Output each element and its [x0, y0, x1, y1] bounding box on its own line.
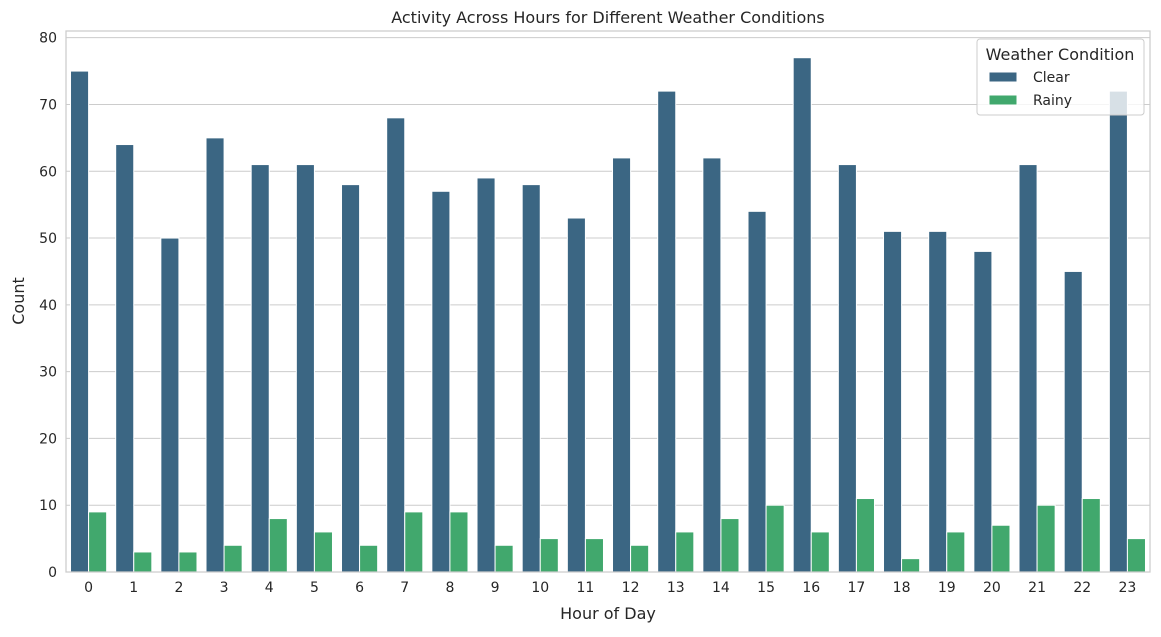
- x-tick-label: 5: [310, 580, 319, 596]
- x-tick-label: 0: [84, 580, 93, 596]
- x-tick-label: 13: [667, 580, 685, 596]
- x-tick-label: 8: [445, 580, 454, 596]
- x-tick-label: 17: [848, 580, 866, 596]
- legend-label-clear: Clear: [1033, 70, 1070, 86]
- x-tick-label: 23: [1119, 580, 1137, 596]
- bar-rainy-4: [268, 518, 288, 573]
- bar-rainy-0: [88, 511, 108, 573]
- bar-rainy-7: [404, 511, 424, 573]
- x-tick-label: 6: [355, 580, 364, 596]
- legend-swatch-rainy: [988, 94, 1018, 106]
- y-tick-label: 70: [39, 97, 57, 113]
- chart-title: Activity Across Hours for Different Weat…: [391, 8, 825, 27]
- bar-clear-18: [883, 230, 903, 573]
- plot-frame: [65, 30, 1151, 573]
- bar-rainy-14: [720, 518, 740, 573]
- x-tick-label: 22: [1073, 580, 1091, 596]
- x-tick-label: 18: [893, 580, 911, 596]
- bar-rainy-10: [539, 538, 559, 573]
- x-tick-label: 14: [712, 580, 730, 596]
- x-tick-label: 1: [129, 580, 138, 596]
- y-tick-label: 50: [39, 231, 57, 247]
- bar-rainy-11: [584, 538, 604, 573]
- bar-rainy-17: [855, 498, 875, 573]
- x-tick-label: 19: [938, 580, 956, 596]
- y-tick-label: 20: [39, 431, 57, 447]
- y-tick-label: 40: [39, 298, 57, 314]
- y-tick-label: 80: [39, 31, 57, 47]
- x-tick-label: 15: [757, 580, 775, 596]
- bar-clear-19: [928, 230, 948, 573]
- bar-clear-8: [431, 190, 451, 573]
- x-tick-label: 2: [174, 580, 183, 596]
- bar-clear-6: [341, 184, 361, 573]
- bar-clear-1: [115, 144, 135, 573]
- bar-rainy-5: [313, 531, 333, 573]
- bar-clear-5: [295, 164, 315, 573]
- x-tick-label: 9: [491, 580, 500, 596]
- bar-clear-15: [747, 210, 767, 573]
- bar-clear-9: [476, 177, 496, 573]
- bar-clear-3: [205, 137, 225, 573]
- bar-clear-7: [386, 117, 406, 573]
- bar-rainy-18: [901, 558, 921, 573]
- bar-rainy-2: [178, 551, 198, 573]
- legend-swatch-clear: [988, 71, 1018, 83]
- bar-rainy-8: [449, 511, 469, 573]
- bar-rainy-1: [133, 551, 153, 573]
- y-tick-label: 30: [39, 365, 57, 381]
- bar-rainy-6: [359, 544, 379, 573]
- bar-clear-14: [702, 157, 722, 573]
- y-axis-ticks: 0 10 20 30 40 50 60 70 80: [39, 31, 57, 581]
- y-tick-label: 60: [39, 164, 57, 180]
- x-tick-label: 4: [265, 580, 274, 596]
- bar-rainy-16: [810, 531, 830, 573]
- bar-clear-2: [160, 237, 180, 573]
- x-tick-label: 20: [983, 580, 1001, 596]
- legend-items: Clear Rainy: [988, 70, 1072, 109]
- x-tick-label: 11: [577, 580, 595, 596]
- bar-rainy-3: [223, 544, 243, 573]
- bar-rainy-15: [765, 504, 785, 573]
- bar-rainy-21: [1036, 504, 1056, 573]
- bar-clear-20: [973, 250, 993, 573]
- bar-clear-11: [566, 217, 586, 573]
- x-tick-label: 21: [1028, 580, 1046, 596]
- legend-title: Weather Condition: [986, 45, 1135, 64]
- bar-rainy-12: [630, 544, 650, 573]
- x-axis-ticks: 0 1 2 3 4 5 6 7 8 9 10 11 12 13 14 15 16 17 18 19 20 21 22 23: [84, 580, 1136, 596]
- legend-label-rainy: Rainy: [1033, 93, 1072, 109]
- x-axis-label: Hour of Day: [560, 604, 656, 623]
- bar-rainy-9: [494, 544, 514, 573]
- bar-clear-10: [521, 184, 541, 573]
- bar-clear-23: [1108, 90, 1128, 573]
- bar-clear-16: [792, 57, 812, 573]
- x-tick-label: 3: [220, 580, 229, 596]
- bar-clear-4: [250, 164, 270, 573]
- x-tick-label: 16: [802, 580, 820, 596]
- y-axis-label: Count: [9, 277, 28, 325]
- bar-clear-0: [70, 70, 90, 573]
- bar-clear-12: [612, 157, 632, 573]
- x-tick-label: 7: [400, 580, 409, 596]
- bar-rainy-20: [991, 524, 1011, 573]
- legend: Weather Condition Clear Rainy: [976, 38, 1145, 116]
- bar-clear-21: [1018, 164, 1038, 573]
- legend-box: [976, 38, 1145, 116]
- bar-rainy-23: [1126, 538, 1146, 573]
- bar-clear-17: [837, 164, 857, 573]
- y-tick-label: 0: [48, 565, 57, 581]
- y-tick-label: 10: [39, 498, 57, 514]
- bar-rainy-13: [675, 531, 695, 573]
- bar-clear-22: [1063, 270, 1083, 573]
- bar-rainy-22: [1081, 498, 1101, 573]
- x-tick-label: 10: [531, 580, 549, 596]
- x-tick-label: 12: [622, 580, 640, 596]
- bar-rainy-19: [946, 531, 966, 573]
- bar-clear-13: [657, 90, 677, 573]
